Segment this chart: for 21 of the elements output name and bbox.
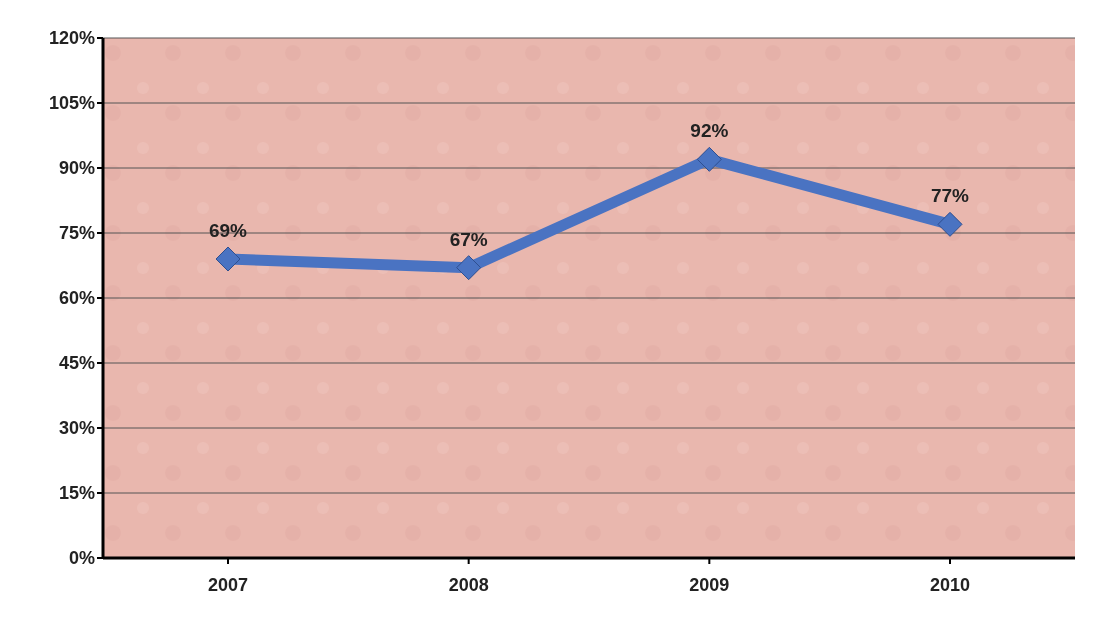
y-tick-label: 120% — [48, 28, 95, 49]
data-label: 92% — [690, 120, 729, 142]
data-label: 77% — [930, 185, 970, 207]
x-tick-label: 2010 — [929, 574, 971, 595]
data-label: 67% — [449, 228, 488, 250]
y-tick-label: 105% — [48, 93, 95, 114]
y-tick-label: 60% — [58, 288, 95, 309]
x-tick-label: 2008 — [448, 574, 489, 595]
y-tick-label: 75% — [58, 223, 95, 244]
y-tick-label: 45% — [58, 353, 95, 374]
point — [215, 246, 241, 272]
y-tick-label: 15% — [58, 483, 95, 504]
point — [937, 211, 963, 237]
x-tick-label: 2009 — [689, 574, 730, 595]
point — [456, 255, 482, 281]
x-tick-label: 2007 — [207, 574, 249, 595]
y-tick-label: 30% — [58, 418, 95, 439]
y-tick-label: 90% — [58, 158, 95, 179]
y-tick-label: 0% — [68, 548, 95, 569]
data-label: 69% — [208, 220, 248, 241]
point — [696, 146, 722, 172]
